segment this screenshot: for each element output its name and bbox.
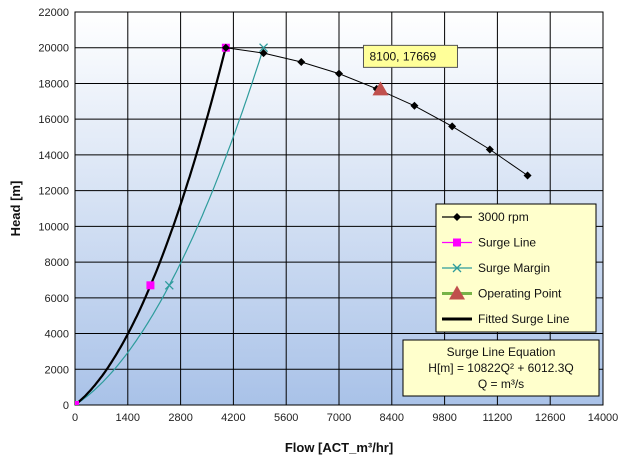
- x-tick-label: 9800: [432, 412, 456, 424]
- tick-labels: 0 1400 2800 4200 5600 7000 8400 9800 11200 12600 1…: [38, 7, 618, 424]
- surge-margin-point: [164, 280, 174, 290]
- y-tick-label: 6000: [45, 293, 69, 305]
- x-tick-label: 2800: [168, 412, 192, 424]
- equation-formula: H[m] = 10822Q² + 6012.3Q: [428, 361, 573, 375]
- surge-line-point: [75, 401, 79, 405]
- y-tick-label: 4000: [45, 329, 69, 341]
- y-tick-label: 16000: [38, 114, 69, 126]
- legend-marker-surge-margin: [452, 263, 462, 273]
- legend-label-surge-margin: Surge Margin: [478, 261, 550, 275]
- y-axis-title: Head [m]: [8, 181, 23, 237]
- y-tick-label: 14000: [38, 150, 69, 162]
- operating-point-marker: [372, 81, 389, 96]
- equation-box: Surge Line Equation H[m] = 10822Q² + 601…: [402, 339, 600, 397]
- x-tick-label: 8400: [380, 412, 404, 424]
- legend: 3000 rpm Surge Line Surge Margin Operating …: [435, 203, 597, 333]
- 3000-rpm-point: [523, 171, 532, 180]
- surge-margin-point: [259, 43, 269, 53]
- tooltip-box: [362, 44, 458, 68]
- legend-label-3000-rpm: 3000 rpm: [478, 210, 529, 224]
- y-tick-label: 8000: [45, 257, 69, 269]
- series-layer: [75, 43, 532, 405]
- y-tick-label: 10000: [38, 221, 69, 233]
- x-tick-label: 5600: [274, 412, 298, 424]
- y-tick-label: 22000: [38, 7, 69, 19]
- x-axis-title: Flow [ACT_m³/hr]: [285, 440, 393, 455]
- y-tick-label: 18000: [38, 78, 69, 90]
- x-tick-label: 7000: [327, 412, 351, 424]
- legend-marker-surge-line: [453, 238, 461, 247]
- x-tick-label: 1400: [116, 412, 140, 424]
- legend-label-fitted-surge-line: Fitted Surge Line: [478, 312, 570, 326]
- x-tick-label: 11200: [483, 412, 513, 424]
- legend-marker-operating-point: [449, 285, 465, 300]
- equation-box-frame: [402, 339, 600, 397]
- x-tick-label: 4200: [221, 412, 245, 424]
- equation-title: Surge Line Equation: [447, 345, 556, 359]
- y-tick-label: 2000: [45, 364, 69, 376]
- legend-marker-3000-rpm: [453, 213, 461, 221]
- equation-units: Q = m³/s: [478, 377, 524, 391]
- 3000-rpm-point: [335, 69, 343, 78]
- x-tick-label: 14000: [588, 412, 619, 424]
- y-tick-label: 20000: [38, 43, 69, 55]
- legend-label-operating-point: Operating Point: [478, 287, 562, 301]
- 3000-rpm-point: [259, 49, 268, 58]
- legend-label-surge-line: Surge Line: [478, 236, 536, 250]
- y-tick-label: 12000: [38, 186, 69, 198]
- surge-line-point: [146, 281, 155, 290]
- x-tick-label: 12600: [535, 412, 566, 424]
- tooltip-text: 8100, 17669: [369, 49, 436, 63]
- 3000-rpm-point: [297, 58, 306, 67]
- x-tick-label: 0: [72, 412, 78, 424]
- operating-point-tooltip: 8100, 17669: [362, 44, 458, 68]
- 3000-rpm-point: [410, 101, 419, 110]
- 3000-rpm-point: [485, 145, 494, 154]
- 3000-rpm-point: [448, 122, 457, 131]
- 3000-rpm-point: [221, 43, 230, 52]
- y-tick-label: 0: [63, 400, 69, 412]
